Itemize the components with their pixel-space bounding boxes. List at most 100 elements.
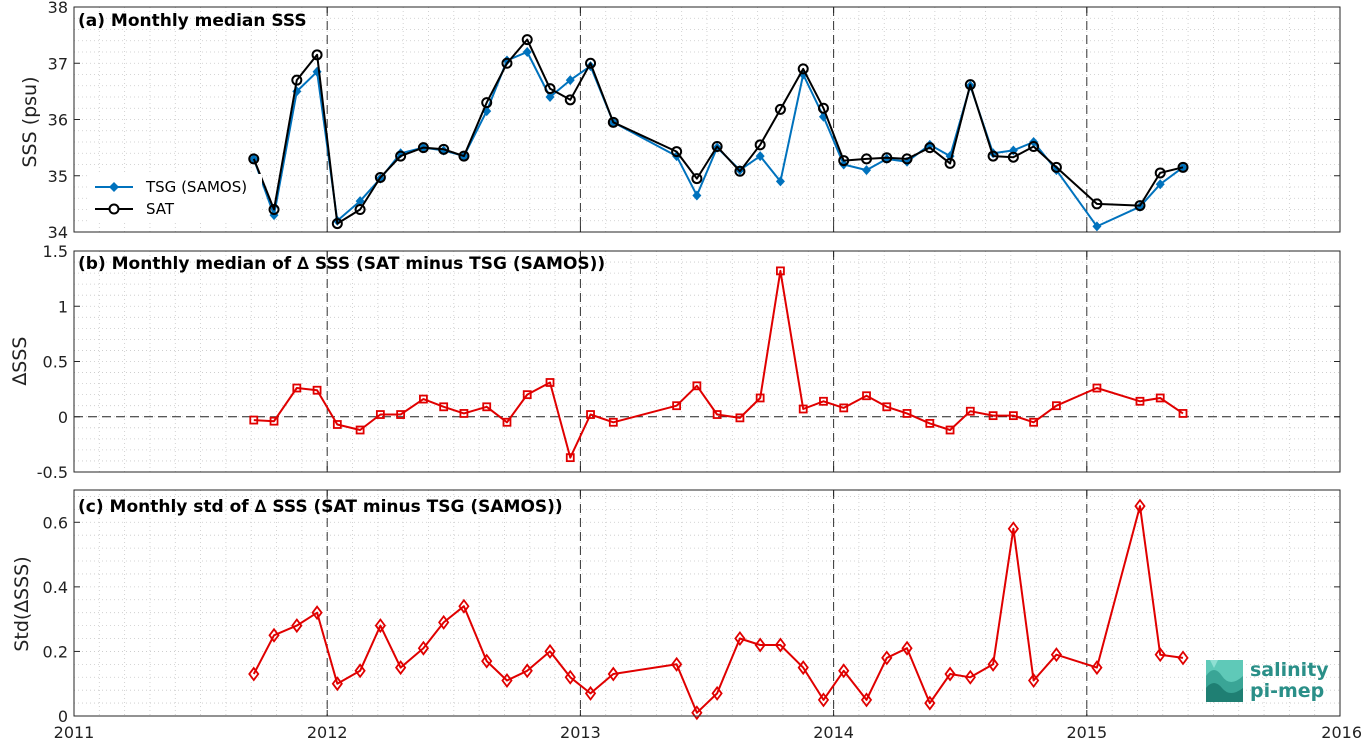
- y-tick-label: 34: [48, 223, 68, 242]
- data-point: [1178, 409, 1188, 418]
- data-point: [1008, 411, 1018, 421]
- data-point: [901, 153, 913, 165]
- data-point: [964, 669, 976, 685]
- data-point: [1155, 179, 1165, 190]
- data-point: [1007, 521, 1019, 537]
- salinity-pi-mep-logo: salinity pi-mep: [1206, 659, 1329, 702]
- data-point: [819, 396, 828, 406]
- data-point: [901, 640, 913, 656]
- data-point: [881, 152, 893, 164]
- legend: TSG (SAMOS) SAT: [88, 174, 262, 222]
- data-point: [419, 394, 428, 404]
- y-tick-label: 37: [48, 54, 68, 73]
- y-tick-label: 0: [58, 408, 68, 427]
- data-point: [1091, 198, 1103, 210]
- data-point: [775, 176, 785, 187]
- data-point: [964, 79, 976, 91]
- data-point: [924, 695, 936, 711]
- data-point: [1028, 672, 1040, 688]
- data-point: [735, 413, 745, 423]
- data-point: [586, 410, 595, 419]
- x-tick-label: 2014: [813, 723, 854, 742]
- data-point: [987, 656, 999, 672]
- panel-b-delta: -0.5 0 0.5 1 1.5 (b) Monthly median of ∆ SSS…: [9, 242, 1341, 482]
- data-point: [501, 672, 513, 688]
- y-tick-label: 0: [58, 707, 68, 726]
- data-point: [965, 406, 975, 416]
- data-point: [774, 637, 787, 653]
- data-point: [417, 640, 430, 656]
- panel-b-ylabel: ∆SSS: [9, 337, 31, 387]
- panel-c-title: (c) Monthly std of ∆ SSS (SAT minus TSG …: [78, 497, 563, 517]
- data-point: [331, 218, 343, 230]
- data-point: [458, 150, 470, 162]
- data-point: [691, 705, 703, 721]
- data-point: [754, 637, 766, 653]
- data-point: [817, 692, 830, 708]
- data-point: [711, 141, 723, 152]
- data-point: [817, 102, 829, 114]
- data-point: [522, 47, 532, 57]
- data-point: [565, 75, 575, 86]
- data-point: [838, 155, 850, 167]
- data-point: [1154, 647, 1166, 663]
- data-point: [482, 402, 492, 412]
- data-point: [291, 74, 303, 86]
- y-tick-label: 36: [48, 111, 68, 130]
- x-tick-label: 2015: [1066, 723, 1107, 742]
- data-point: [774, 103, 786, 115]
- data-point: [607, 666, 619, 682]
- data-point: [1092, 383, 1102, 393]
- data-point: [354, 204, 366, 215]
- data-point: [249, 415, 259, 425]
- data-point: [439, 402, 449, 412]
- data-point: [268, 627, 280, 643]
- data-point: [395, 150, 407, 162]
- data-point: [1155, 393, 1165, 403]
- data-point: [374, 618, 386, 634]
- y-tick-label: 1.5: [43, 242, 68, 261]
- data-point: [924, 142, 936, 154]
- data-point: [925, 139, 935, 150]
- data-point: [734, 631, 746, 647]
- data-point: [1028, 141, 1040, 152]
- panel-b-title: (b) Monthly median of ∆ SSS (SAT minus T…: [78, 254, 605, 274]
- data-point: [269, 416, 279, 426]
- data-point: [1177, 161, 1189, 173]
- data-point: [292, 383, 302, 393]
- data-point: [988, 411, 998, 421]
- data-point: [692, 381, 702, 391]
- x-tick-label: 2016: [1321, 723, 1362, 742]
- data-point: [584, 685, 597, 701]
- data-point: [1050, 647, 1063, 663]
- data-point: [945, 425, 955, 435]
- data-point: [607, 116, 619, 128]
- panel-a-title: (a) Monthly median SSS: [78, 11, 307, 31]
- data-point: [1177, 650, 1189, 666]
- y-tick-label: 0.6: [43, 513, 68, 532]
- y-tick-label: 38: [48, 0, 68, 17]
- data-point: [1007, 151, 1019, 163]
- data-point: [291, 618, 303, 634]
- data-point: [481, 97, 493, 109]
- data-point: [754, 139, 766, 151]
- data-point: [481, 653, 493, 669]
- data-point: [1135, 396, 1145, 406]
- data-point: [564, 669, 576, 685]
- data-point: [944, 666, 956, 682]
- data-point: [881, 650, 893, 666]
- data-point: [311, 605, 323, 621]
- x-tick-label: 2012: [307, 723, 348, 742]
- legend-sat-marker: [108, 203, 120, 215]
- legend-sat-label: SAT: [146, 200, 175, 218]
- data-point: [797, 660, 809, 676]
- data-point: [354, 663, 366, 679]
- panel-a-sss: 34 35 36 37 38 (a) Monthly median SSS SSS (p…: [19, 0, 1341, 242]
- data-point: [355, 196, 365, 207]
- data-point: [564, 94, 576, 106]
- data-point: [331, 676, 343, 692]
- data-point: [248, 666, 260, 682]
- data-point: [1051, 165, 1061, 176]
- data-point: [438, 143, 450, 155]
